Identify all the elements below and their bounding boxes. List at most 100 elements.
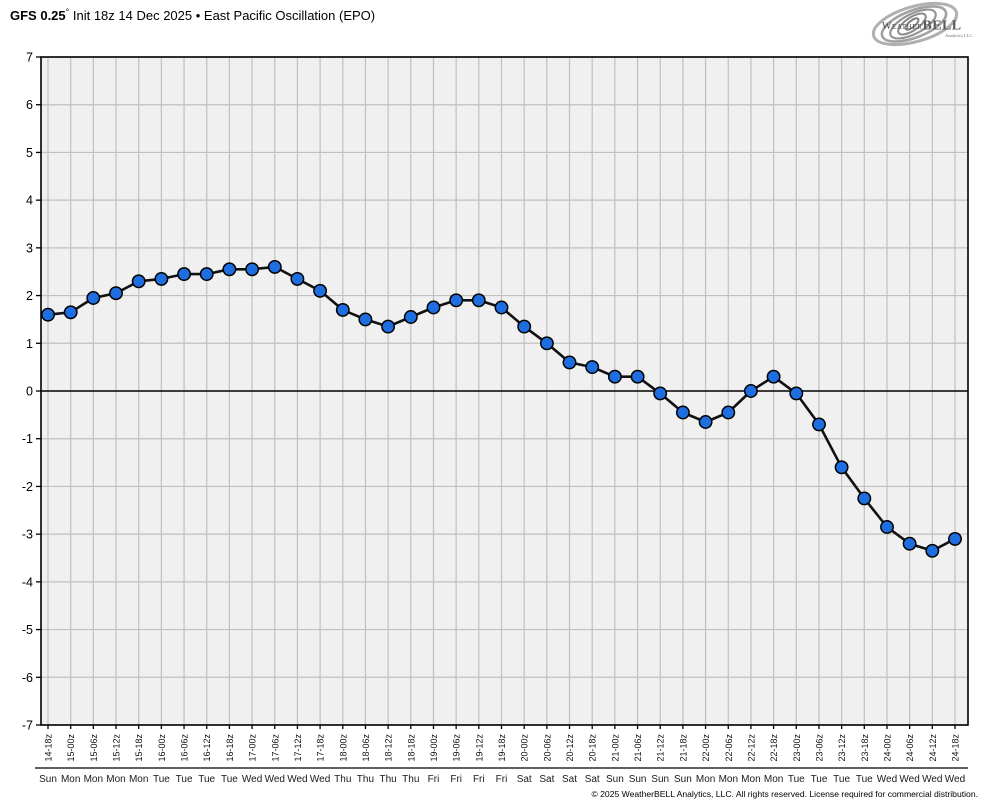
- x-tick-label: 23-12z: [837, 734, 847, 762]
- x-tick-label: 16-12z: [202, 734, 212, 762]
- day-label: Fri: [496, 774, 508, 785]
- epo-marker: [743, 384, 758, 398]
- y-tick-label: -7: [22, 719, 33, 733]
- epo-marker: [585, 360, 600, 375]
- x-tick-label: 16-06z: [180, 734, 190, 762]
- day-label: Tue: [833, 774, 850, 785]
- epo-marker: [426, 300, 441, 315]
- day-label: Thu: [357, 774, 374, 785]
- x-tick-label: 18-00z: [338, 734, 348, 762]
- day-label: Wed: [287, 774, 307, 785]
- day-label: Wed: [899, 774, 919, 785]
- logo-subtext: Analytics LLC: [945, 33, 972, 38]
- day-label: Mon: [129, 774, 148, 785]
- day-label: Mon: [106, 774, 125, 785]
- day-label: Mon: [764, 774, 783, 785]
- y-tick-label: 1: [26, 337, 33, 351]
- epo-marker: [653, 386, 668, 401]
- day-label: Tue: [811, 774, 828, 785]
- day-label: Sat: [562, 774, 577, 785]
- y-tick-label: -6: [22, 671, 33, 685]
- chart-title-model: GFS 0.25: [10, 8, 66, 23]
- axis-ticks: [36, 56, 956, 729]
- day-label: Wed: [945, 774, 965, 785]
- epo-marker: [857, 491, 872, 506]
- x-tick-label: 21-18z: [678, 734, 688, 762]
- x-tick-label: 18-06z: [361, 734, 371, 762]
- day-label: Tue: [221, 774, 238, 785]
- day-label: Sat: [585, 774, 600, 785]
- x-tick-label: 24-06z: [905, 734, 915, 762]
- chart-title: GFS 0.25° Init 18z 14 Dec 2025 • East Pa…: [10, 7, 375, 23]
- day-label: Mon: [696, 774, 715, 785]
- day-label: Sun: [651, 774, 669, 785]
- day-label: Tue: [153, 774, 170, 785]
- epo-marker: [698, 415, 713, 429]
- y-tick-label: -5: [22, 623, 33, 637]
- epo-marker: [789, 386, 804, 401]
- x-axis-labels: 14-18z 15-00z 15-06z 15-12z 15-18z 16-00z 16-0…: [44, 734, 961, 762]
- x-tick-label: 18-18z: [406, 734, 416, 762]
- epo-marker: [313, 283, 328, 298]
- x-tick-label: 18-12z: [384, 734, 394, 762]
- x-tick-label: 19-06z: [452, 734, 462, 762]
- day-label: Sun: [629, 774, 647, 785]
- x-tick-label: 23-00z: [792, 734, 802, 762]
- x-tick-label: 17-12z: [293, 734, 303, 762]
- x-tick-label: 24-12z: [928, 734, 938, 762]
- y-tick-label: -3: [22, 528, 33, 542]
- epo-marker: [267, 259, 282, 274]
- day-label: Wed: [922, 774, 942, 785]
- y-tick-label: -1: [22, 432, 33, 446]
- day-label: Sun: [606, 774, 624, 785]
- day-label: Sat: [517, 774, 532, 785]
- day-label: Wed: [877, 774, 897, 785]
- epo-marker: [358, 312, 373, 327]
- x-tick-label: 22-18z: [769, 734, 779, 762]
- epo-marker: [902, 536, 917, 551]
- x-tick-label: 17-00z: [248, 734, 258, 762]
- epo-marker: [721, 405, 736, 420]
- x-tick-label: 17-06z: [270, 734, 280, 762]
- epo-marker: [675, 405, 690, 420]
- epo-marker: [222, 262, 237, 277]
- epo-marker: [880, 520, 894, 534]
- x-tick-label: 17-18z: [316, 734, 326, 762]
- day-label: Mon: [61, 774, 80, 785]
- day-label: Thu: [379, 774, 396, 785]
- y-tick-label: 4: [26, 194, 33, 208]
- y-tick-label: 3: [26, 241, 33, 255]
- y-tick-label: -2: [22, 480, 33, 494]
- epo-marker: [607, 369, 622, 384]
- day-label: Sat: [539, 774, 554, 785]
- epo-marker: [925, 543, 940, 558]
- x-tick-label: 21-00z: [610, 734, 620, 762]
- x-tick-label: 24-18z: [951, 734, 961, 762]
- y-tick-label: 2: [26, 289, 33, 303]
- day-label: Thu: [402, 774, 419, 785]
- epo-marker: [245, 262, 260, 277]
- x-tick-label: 23-18z: [860, 734, 870, 762]
- day-label: Fri: [450, 774, 462, 785]
- day-label: Sun: [674, 774, 692, 785]
- epo-marker: [449, 293, 464, 308]
- x-tick-label: 16-00z: [157, 734, 167, 762]
- x-tick-label: 20-12z: [565, 734, 575, 762]
- y-tick-label: 7: [26, 51, 33, 65]
- epo-marker: [41, 307, 55, 322]
- day-label: Mon: [719, 774, 738, 785]
- epo-marker: [86, 291, 101, 305]
- x-tick-label: 14-18z: [44, 734, 54, 762]
- epo-marker: [562, 355, 577, 370]
- x-tick-label: 20-00z: [520, 734, 530, 762]
- x-tick-label: 19-18z: [497, 734, 507, 762]
- epo-marker: [381, 319, 396, 334]
- day-label: Mon: [741, 774, 760, 785]
- day-label: Wed: [242, 774, 262, 785]
- day-label: Fri: [473, 774, 485, 785]
- epo-marker: [471, 293, 486, 308]
- y-tick-label: 5: [26, 146, 33, 160]
- copyright-notice: © 2025 WeatherBELL Analytics, LLC. All r…: [591, 789, 978, 799]
- epo-marker: [63, 305, 78, 320]
- day-label: Tue: [788, 774, 805, 785]
